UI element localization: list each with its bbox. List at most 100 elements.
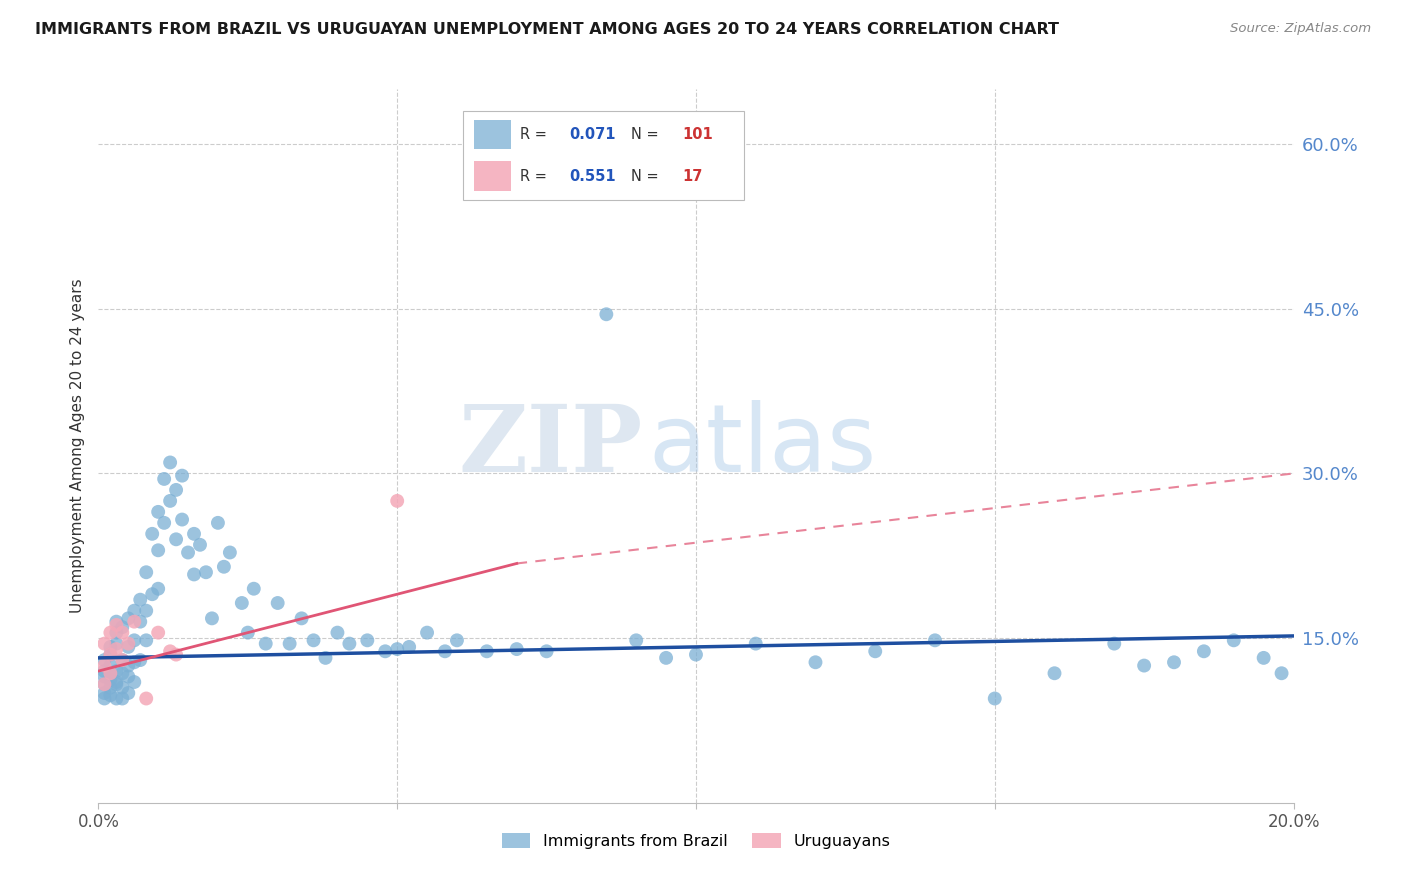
Point [243, 582, 266, 596]
Point [98, 648, 122, 662]
Point [111, 691, 134, 706]
Point [117, 686, 139, 700]
Point [117, 637, 139, 651]
Point [111, 653, 134, 667]
Point [195, 566, 218, 580]
Point [135, 691, 157, 706]
Point [506, 642, 529, 657]
Point [446, 633, 468, 648]
Point [159, 455, 181, 469]
Point [231, 596, 253, 610]
Point [98, 673, 122, 687]
Point [416, 625, 439, 640]
Point [356, 633, 378, 648]
Point [117, 611, 139, 625]
Legend: Immigrants from Brazil, Uruguayans: Immigrants from Brazil, Uruguayans [495, 827, 897, 855]
Point [98, 625, 122, 640]
Point [207, 516, 229, 530]
Point [339, 637, 361, 651]
Point [135, 566, 157, 580]
Point [165, 648, 187, 662]
Point [302, 633, 325, 648]
Point [98, 648, 122, 662]
Point [374, 644, 396, 658]
Point [117, 640, 139, 654]
Point [153, 516, 176, 530]
Point [124, 633, 146, 648]
Point [434, 644, 457, 658]
Point [267, 596, 290, 610]
Point [1223, 633, 1246, 648]
Point [135, 604, 157, 618]
Point [385, 642, 409, 657]
Point [236, 625, 259, 640]
Text: atlas: atlas [648, 400, 876, 492]
Point [141, 587, 163, 601]
Point [1271, 666, 1294, 681]
Point [398, 640, 420, 654]
Point [105, 675, 128, 690]
Point [98, 658, 122, 673]
Point [129, 653, 152, 667]
Point [93, 677, 115, 691]
Text: ZIP: ZIP [458, 401, 643, 491]
Point [111, 620, 134, 634]
Point [117, 669, 139, 683]
Point [159, 494, 181, 508]
Point [93, 669, 115, 683]
Point [148, 625, 170, 640]
Point [315, 651, 337, 665]
Point [111, 625, 134, 640]
Point [93, 691, 115, 706]
Point [1192, 644, 1215, 658]
Point [745, 637, 768, 651]
Point [105, 677, 128, 691]
Point [1163, 655, 1185, 669]
Point [93, 637, 115, 651]
Point [98, 640, 122, 654]
Text: IMMIGRANTS FROM BRAZIL VS URUGUAYAN UNEMPLOYMENT AMONG AGES 20 TO 24 YEARS CORRE: IMMIGRANTS FROM BRAZIL VS URUGUAYAN UNEM… [35, 22, 1059, 37]
Point [105, 691, 128, 706]
Point [655, 651, 678, 665]
Point [291, 611, 314, 625]
Point [536, 644, 558, 658]
Point [117, 658, 139, 673]
Point [254, 637, 277, 651]
Point [141, 526, 163, 541]
Point [93, 658, 115, 673]
Point [111, 666, 134, 681]
Point [326, 625, 349, 640]
Point [201, 611, 224, 625]
Point [165, 483, 187, 497]
Point [129, 615, 152, 629]
Point [565, 176, 588, 190]
Point [93, 664, 115, 678]
Point [148, 505, 170, 519]
Text: Source: ZipAtlas.com: Source: ZipAtlas.com [1230, 22, 1371, 36]
Point [685, 648, 707, 662]
Point [385, 494, 409, 508]
Point [124, 604, 146, 618]
Y-axis label: Unemployment Among Ages 20 to 24 years: Unemployment Among Ages 20 to 24 years [69, 278, 84, 614]
Point [98, 688, 122, 702]
Point [111, 681, 134, 695]
Point [124, 655, 146, 669]
Point [105, 642, 128, 657]
Point [804, 655, 827, 669]
Point [177, 545, 200, 559]
Point [212, 559, 235, 574]
Point [105, 615, 128, 629]
Point [183, 526, 205, 541]
Point [111, 653, 134, 667]
Point [93, 653, 115, 667]
Point [984, 691, 1007, 706]
Point [129, 592, 152, 607]
Point [595, 307, 617, 321]
Point [475, 644, 498, 658]
Point [105, 625, 128, 640]
Point [148, 543, 170, 558]
Point [153, 472, 176, 486]
Point [135, 633, 157, 648]
Point [105, 637, 128, 651]
Point [159, 644, 181, 658]
